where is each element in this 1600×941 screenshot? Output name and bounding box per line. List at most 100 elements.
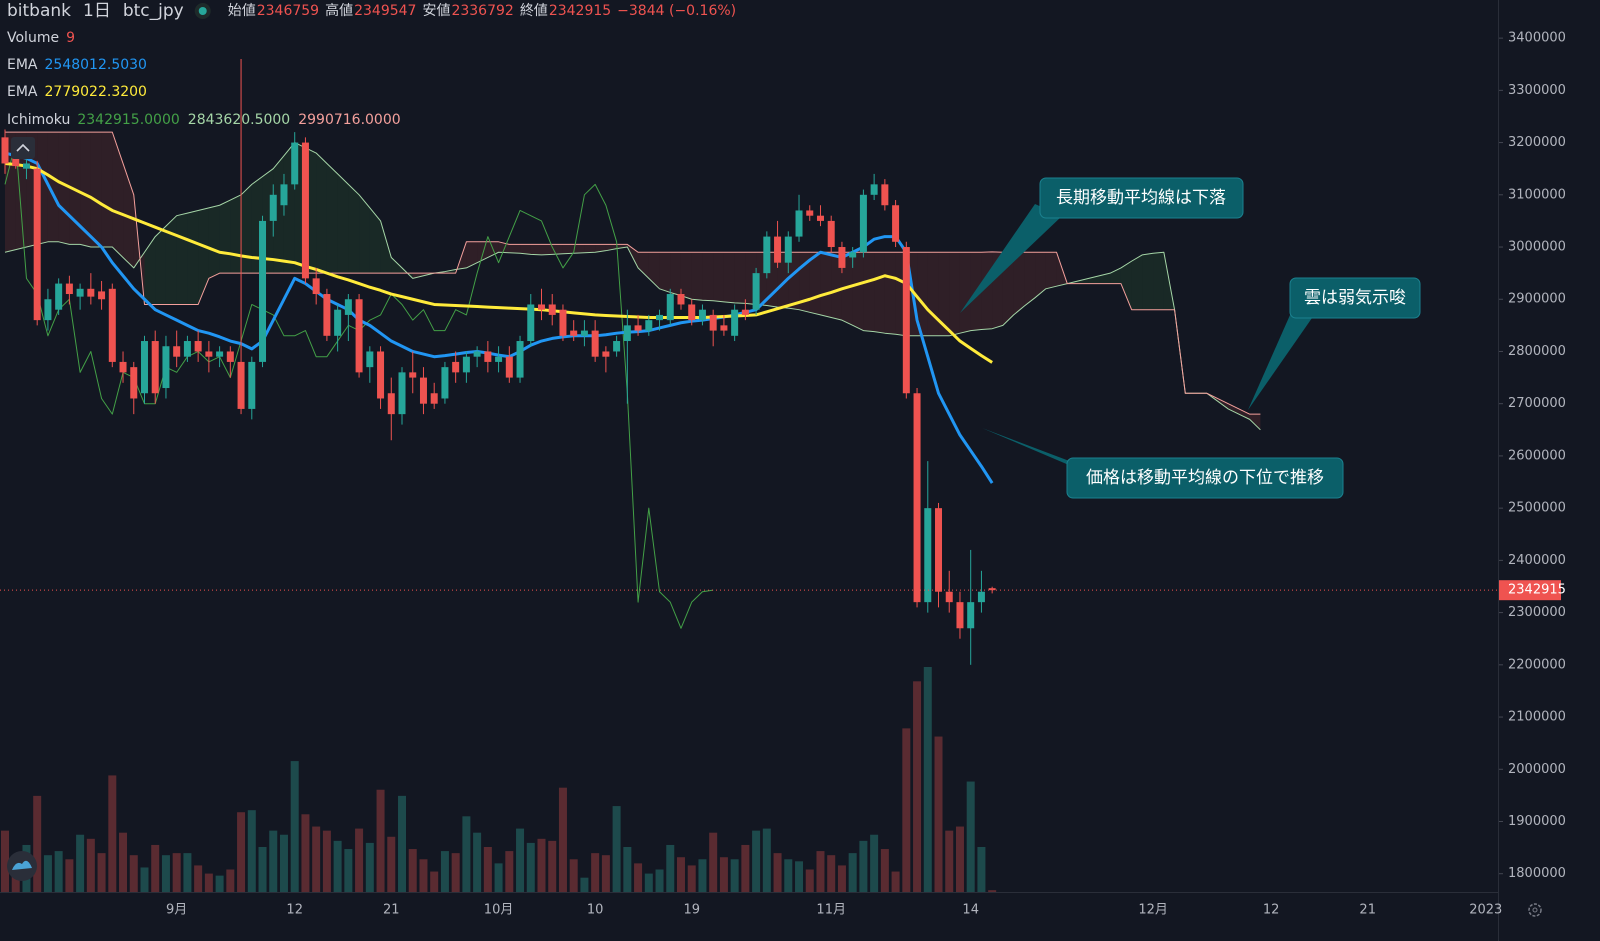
volume-bar xyxy=(966,781,975,892)
settings-icon[interactable] xyxy=(1528,903,1542,917)
settings-button[interactable] xyxy=(1528,903,1542,917)
candle-body xyxy=(76,288,84,297)
callout-text: 価格は移動平均線の下位で推移 xyxy=(1086,468,1324,488)
candle-body xyxy=(441,367,449,399)
volume-bar xyxy=(805,869,814,892)
cloud-fill xyxy=(520,244,531,255)
y-tick-label: 3200000 xyxy=(1508,135,1566,150)
candle-body xyxy=(570,330,578,336)
legend-value: 9 xyxy=(66,30,75,46)
logo-icon[interactable] xyxy=(12,860,32,870)
y-tick-label: 3400000 xyxy=(1508,31,1566,46)
x-tick-label: 9月 xyxy=(166,903,187,918)
candle-body xyxy=(55,283,63,310)
volume-bar xyxy=(151,844,160,892)
volume-bar xyxy=(430,871,439,892)
candle-body xyxy=(945,591,953,603)
cloud-fill xyxy=(359,194,370,274)
cloud-fill xyxy=(316,153,327,274)
volume-bar xyxy=(623,847,632,892)
cloud-fill xyxy=(155,226,166,305)
callout-box xyxy=(1039,177,1244,219)
x-tick-label: 10月 xyxy=(484,903,514,918)
x-tick-label: 21 xyxy=(383,903,400,918)
candle-body xyxy=(924,508,932,603)
volume-bar xyxy=(634,863,643,892)
candle-body xyxy=(140,341,148,394)
settings-icon-core[interactable] xyxy=(1532,907,1538,913)
candle-body xyxy=(291,142,299,185)
cloud-fill xyxy=(1035,252,1046,298)
candle-body xyxy=(816,215,824,221)
candle-body xyxy=(334,309,342,336)
candle-body xyxy=(623,325,631,342)
volume-bar xyxy=(730,859,739,892)
volume-bar xyxy=(172,853,181,892)
cloud-fill xyxy=(530,244,542,255)
logo[interactable] xyxy=(7,851,37,881)
volume-bar xyxy=(483,847,492,892)
cloud-fill xyxy=(1238,408,1250,420)
volume-bar xyxy=(183,853,192,892)
candle-body xyxy=(194,341,202,352)
candle-body xyxy=(859,194,867,253)
cloud-fill xyxy=(144,236,156,305)
candle-body xyxy=(892,205,900,242)
candle-body xyxy=(709,314,717,331)
volume-bar xyxy=(161,855,170,892)
volume-bar xyxy=(76,834,85,892)
cloud-fill xyxy=(348,184,360,274)
cloud-fill xyxy=(498,241,510,253)
x-tick-label: 12月 xyxy=(1138,903,1168,918)
y-tick-label: 2300000 xyxy=(1508,605,1566,620)
candle-body xyxy=(967,602,975,629)
candle-body xyxy=(452,361,460,373)
volume-bar xyxy=(526,842,535,892)
cloud-fill xyxy=(595,244,606,253)
candle-body xyxy=(269,194,277,221)
change-value: −3844 (−0.16%) xyxy=(617,3,736,19)
volume-bar xyxy=(666,844,675,892)
candle-body xyxy=(806,210,814,216)
cloud-fill xyxy=(777,252,789,309)
x-tick-label: 11月 xyxy=(816,903,846,918)
candle-body xyxy=(977,591,985,603)
volume-bar xyxy=(419,859,428,892)
volume-bar xyxy=(784,859,793,892)
x-tick-label: 21 xyxy=(1359,903,1376,918)
cloud-fill xyxy=(1078,278,1089,284)
interval: 1日 xyxy=(83,1,111,21)
callout-text: 長期移動平均線は下落 xyxy=(1056,188,1226,208)
volume-bar xyxy=(687,865,696,892)
cloud-fill xyxy=(1249,414,1261,430)
volume-bar xyxy=(655,869,664,892)
collapse-button-bg[interactable] xyxy=(11,137,35,159)
legend-name: EMA xyxy=(7,84,38,100)
volume-bar xyxy=(322,830,331,892)
volume-bar xyxy=(494,863,503,892)
cloud-fill xyxy=(638,252,649,279)
callout-pointer xyxy=(960,204,1062,313)
candle-body xyxy=(988,588,996,591)
collapse-icon[interactable] xyxy=(16,143,30,152)
annotations: 長期移動平均線は下落 雲は弱気示唆 価格は移動平均線の下位で推移 xyxy=(960,177,1421,499)
candle-body xyxy=(259,220,267,362)
cloud-fill xyxy=(58,132,70,245)
x-tick-label: 19 xyxy=(683,903,700,918)
cloud-fill xyxy=(680,252,692,300)
volume-bar xyxy=(548,840,557,892)
volume-bar xyxy=(505,851,514,892)
cloud-fill xyxy=(874,252,885,334)
volume-bar xyxy=(387,836,396,892)
candle-body xyxy=(656,314,664,321)
candle-body xyxy=(902,247,910,394)
volume-bar xyxy=(516,828,525,892)
cloud-fill xyxy=(702,252,714,301)
collapse-button[interactable] xyxy=(11,137,35,159)
volume-bar xyxy=(258,847,267,892)
candle-body xyxy=(677,294,685,305)
volume-bar xyxy=(269,830,278,892)
volume-bar xyxy=(698,859,707,892)
cloud-fill xyxy=(380,220,392,274)
